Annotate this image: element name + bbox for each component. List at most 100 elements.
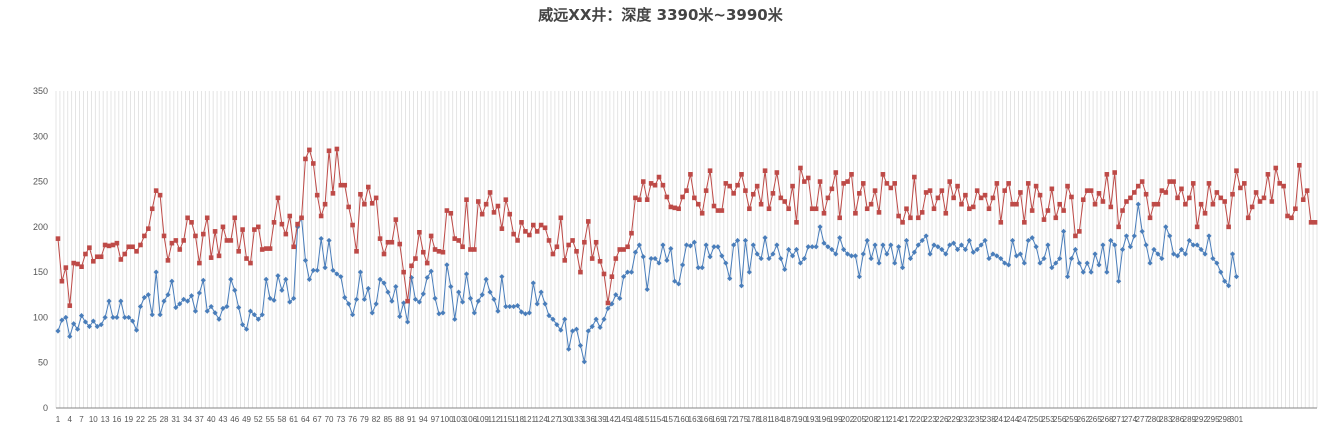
x-tick-label: 256: [1053, 415, 1067, 424]
data-point-marker: [307, 147, 312, 153]
data-point-marker: [1088, 188, 1094, 193]
data-point-marker: [970, 249, 976, 255]
data-point-marker: [982, 192, 988, 198]
data-point-marker: [947, 242, 953, 248]
data-point-marker: [515, 238, 520, 243]
y-tick-label: 350: [33, 86, 48, 96]
data-point-marker: [522, 311, 529, 317]
data-point-marker: [361, 296, 367, 302]
data-point-marker: [739, 172, 744, 177]
data-point-marker: [463, 271, 470, 277]
data-point-marker: [409, 263, 414, 269]
data-point-marker: [338, 182, 344, 188]
x-tick-label: 136: [582, 415, 596, 424]
data-point-marker: [876, 210, 882, 215]
data-point-marker: [629, 230, 634, 236]
data-point-marker: [1084, 260, 1090, 266]
data-point-marker: [805, 244, 811, 250]
data-point-marker: [683, 242, 690, 248]
data-point-marker: [998, 255, 1004, 262]
data-point-marker: [892, 260, 898, 266]
data-point-marker: [224, 238, 230, 243]
data-point-marker: [1178, 246, 1185, 253]
data-point-marker: [1175, 195, 1180, 201]
data-point-marker: [990, 195, 996, 201]
data-point-marker: [624, 269, 631, 275]
x-tick-label: 223: [923, 415, 937, 424]
data-point-marker: [684, 188, 689, 193]
data-point-marker: [302, 257, 309, 263]
data-point-marker: [1139, 228, 1145, 234]
data-point-marker: [507, 303, 513, 310]
data-point-marker: [1123, 233, 1130, 239]
data-point-marker: [1010, 201, 1015, 207]
data-point-marker: [695, 201, 701, 207]
y-tick-label: 250: [33, 177, 48, 187]
data-point-marker: [574, 249, 579, 254]
data-point-marker: [1064, 274, 1071, 280]
data-point-marker: [448, 284, 454, 290]
data-point-marker: [330, 267, 336, 273]
x-tick-label: 142: [605, 415, 619, 424]
data-point-marker: [695, 265, 701, 271]
data-point-marker: [106, 298, 112, 304]
x-tick-label: 67: [313, 415, 322, 424]
data-point-marker: [864, 237, 870, 244]
data-point-marker: [334, 146, 340, 152]
data-point-marker: [967, 206, 972, 212]
data-point-marker: [672, 278, 678, 284]
x-tick-label: 253: [1041, 415, 1055, 424]
data-point-marker: [1257, 199, 1263, 204]
series-1: [55, 201, 1240, 365]
data-point-marker: [692, 195, 697, 201]
data-point-marker: [1253, 190, 1259, 195]
data-point-marker: [542, 225, 548, 231]
data-point-marker: [715, 208, 721, 213]
x-tick-label: 127: [546, 415, 560, 424]
data-point-marker: [931, 206, 937, 212]
data-point-marker: [475, 298, 481, 304]
data-point-marker: [1092, 251, 1098, 257]
data-point-marker: [63, 314, 69, 321]
data-point-marker: [907, 255, 914, 262]
data-point-marker: [919, 237, 925, 244]
data-point-marker: [1029, 235, 1035, 241]
data-point-marker: [731, 191, 736, 196]
data-point-marker: [668, 245, 674, 252]
data-point-marker: [534, 229, 540, 234]
data-point-marker: [754, 183, 760, 189]
x-axis-tick-labels: 1 4 7 10 13 16 19 22 25 28 31 34 37 40 43 46 49 52 55 58 61 6…: [56, 415, 1244, 424]
data-point-marker: [1108, 204, 1114, 210]
data-point-marker: [809, 244, 815, 250]
data-point-marker: [613, 292, 619, 298]
data-point-marker: [1053, 215, 1059, 221]
data-point-marker: [177, 247, 183, 252]
x-tick-label: 178: [747, 415, 761, 424]
data-point-marker: [220, 305, 226, 311]
x-tick-label: 79: [360, 415, 369, 424]
data-point-marker: [126, 244, 131, 250]
x-tick-label: 298: [1218, 415, 1232, 424]
data-point-marker: [798, 165, 803, 171]
x-tick-label: 277: [1136, 415, 1150, 424]
x-tick-label: 229: [947, 415, 961, 424]
data-point-marker: [1033, 244, 1039, 250]
data-point-marker: [271, 220, 277, 225]
x-tick-label: 241: [994, 415, 1008, 424]
data-point-marker: [71, 321, 77, 327]
data-point-marker: [318, 236, 324, 242]
data-point-marker: [585, 219, 591, 224]
data-point-marker: [1124, 199, 1129, 204]
data-point-marker: [1057, 201, 1062, 207]
data-point-marker: [990, 251, 996, 257]
data-point-marker: [632, 249, 639, 255]
data-point-marker: [295, 221, 300, 227]
data-point-marker: [581, 359, 587, 365]
data-point-marker: [1068, 255, 1075, 262]
data-point-marker: [232, 287, 238, 293]
data-point-marker: [546, 238, 552, 243]
data-point-marker: [456, 238, 461, 243]
x-tick-label: 85: [383, 415, 392, 424]
data-point-marker: [1065, 183, 1070, 189]
